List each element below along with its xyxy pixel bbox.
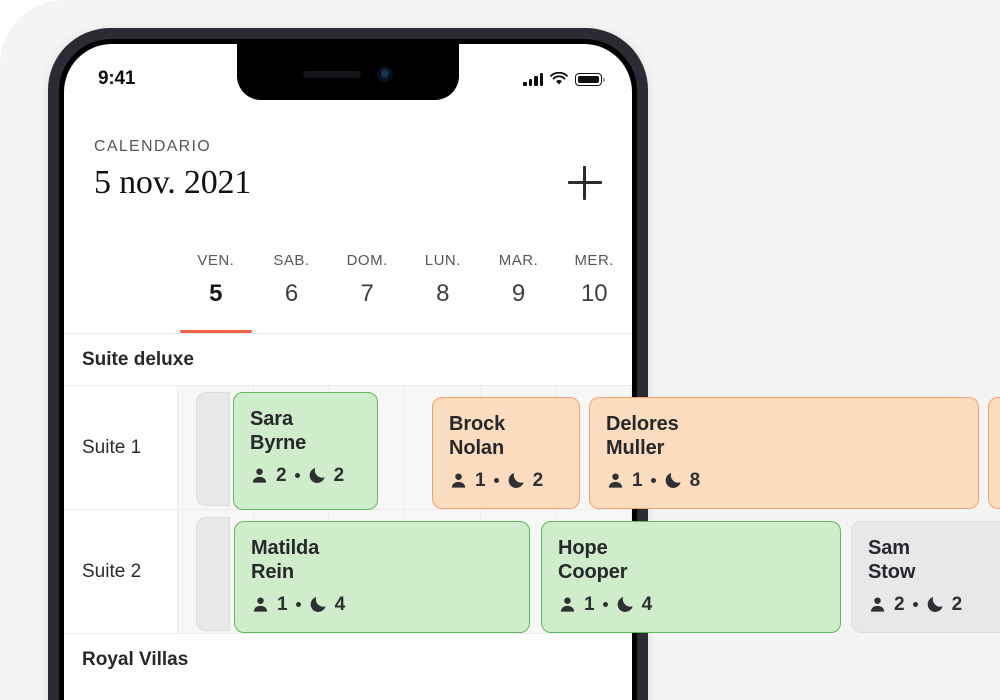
day-strip-spacer xyxy=(64,234,178,333)
booking-guest-name: Sam Stow xyxy=(868,537,916,584)
booking-guest-name: Brock Nolan xyxy=(449,413,506,460)
day-number: 7 xyxy=(360,280,374,308)
day-cell-7[interactable]: DOM. 7 xyxy=(329,234,405,333)
day-cell-6[interactable]: SAB. 6 xyxy=(254,234,330,333)
day-cell-5[interactable]: VEN. 5 xyxy=(178,234,254,333)
booking-guest-name: Delores Muller xyxy=(606,413,679,460)
status-bar: 9:41 xyxy=(64,44,632,102)
room-label-suite-1: Suite 1 xyxy=(64,386,178,509)
booking-guest-name: Hope Cooper xyxy=(558,537,628,584)
moon-icon xyxy=(310,597,326,613)
day-cell-10[interactable]: MER. 10 xyxy=(556,234,632,333)
status-time: 9:41 xyxy=(98,68,136,89)
front-camera-icon xyxy=(377,66,393,82)
booking-night-count: 8 xyxy=(689,469,701,491)
dot-separator-icon xyxy=(650,478,656,484)
booking-guest-count: 2 xyxy=(894,593,905,615)
day-name: VEN. xyxy=(197,252,235,269)
booking-night-count: 2 xyxy=(532,469,544,491)
active-day-indicator xyxy=(179,329,252,333)
booking-guest-count: 1 xyxy=(277,593,288,615)
day-name: DOM. xyxy=(346,252,388,269)
dot-separator-icon xyxy=(493,478,499,484)
wifi-icon xyxy=(550,72,568,85)
day-name: SAB. xyxy=(273,252,310,269)
day-number: 6 xyxy=(284,280,299,308)
person-icon xyxy=(560,597,575,612)
moon-icon xyxy=(309,468,325,484)
day-cells: VEN. 5 SAB. 6 DOM. 7 LUN. 8 MAR. 9 MER. 10 xyxy=(178,234,632,333)
cellular-bars-icon xyxy=(523,73,543,86)
booking-guest-name: Matilda Rein xyxy=(251,537,320,584)
person-icon xyxy=(451,473,466,488)
booking-card[interactable]: Hope Cooper 1 4 xyxy=(541,521,841,633)
booking-card[interactable] xyxy=(196,392,230,506)
person-icon xyxy=(608,473,623,488)
day-number: 5 xyxy=(209,280,223,308)
day-number: 9 xyxy=(511,280,526,308)
day-number: 8 xyxy=(436,280,450,308)
moon-icon xyxy=(508,473,524,489)
moon-icon xyxy=(617,597,633,613)
booking-card[interactable]: Delores Muller 1 8 xyxy=(589,397,979,509)
phone-frame: 9:41 CALENDARIO 5 nov. 202 xyxy=(48,28,648,700)
booking-guest-name: Sara Byrne xyxy=(250,408,307,455)
day-cell-8[interactable]: LUN. 8 xyxy=(405,234,481,333)
booking-guest-count: 1 xyxy=(475,469,486,491)
booking-guest-count: 1 xyxy=(632,469,643,491)
dot-separator-icon xyxy=(912,602,918,608)
room-label-suite-2: Suite 2 xyxy=(64,510,178,633)
dot-separator-icon xyxy=(295,602,301,608)
speaker-grille-icon xyxy=(303,70,361,78)
day-number: 10 xyxy=(580,280,608,308)
status-icons xyxy=(523,72,605,86)
booking-card[interactable]: Brock Nolan 1 2 xyxy=(432,397,580,509)
booking-guest-count: 2 xyxy=(276,464,287,486)
booking-card[interactable] xyxy=(196,517,230,631)
person-icon xyxy=(252,468,267,483)
battery-icon xyxy=(575,73,605,86)
booking-card[interactable]: Sara Byrne 2 2 xyxy=(233,392,378,510)
timeline: Suite deluxe Suite 1 Suite 2 Royal Villa… xyxy=(64,334,632,700)
phone-notch xyxy=(237,44,459,100)
booking-guest-count: 1 xyxy=(584,593,595,615)
group-header-royal-villas: Royal Villas xyxy=(64,634,632,686)
booking-card[interactable]: Sam Stow 2 2 xyxy=(851,521,1000,633)
booking-night-count: 2 xyxy=(951,593,963,615)
day-name: LUN. xyxy=(424,252,461,269)
day-cell-9[interactable]: MAR. 9 xyxy=(481,234,557,333)
day-name: MER. xyxy=(574,252,614,269)
person-icon xyxy=(253,597,268,612)
dot-separator-icon xyxy=(602,602,608,608)
booking-card[interactable] xyxy=(988,397,1000,509)
day-name: MAR. xyxy=(498,252,539,269)
group-header-suite-deluxe: Suite deluxe xyxy=(64,334,632,386)
moon-icon xyxy=(927,597,943,613)
person-icon xyxy=(870,597,885,612)
title-row: 5 nov. 2021 xyxy=(94,164,602,202)
moon-icon xyxy=(665,473,681,489)
dot-separator-icon xyxy=(294,473,300,479)
page-title: 5 nov. 2021 xyxy=(94,164,252,201)
booking-card[interactable]: Matilda Rein 1 4 xyxy=(234,521,530,633)
booking-night-count: 4 xyxy=(334,593,346,615)
add-booking-button[interactable] xyxy=(568,166,602,200)
day-strip: VEN. 5 SAB. 6 DOM. 7 LUN. 8 MAR. 9 MER. 10 xyxy=(64,234,632,334)
page-kicker: CALENDARIO xyxy=(94,138,212,155)
booking-night-count: 2 xyxy=(333,464,345,486)
app-header: CALENDARIO 5 nov. 2021 xyxy=(64,102,632,202)
booking-night-count: 4 xyxy=(641,593,653,615)
